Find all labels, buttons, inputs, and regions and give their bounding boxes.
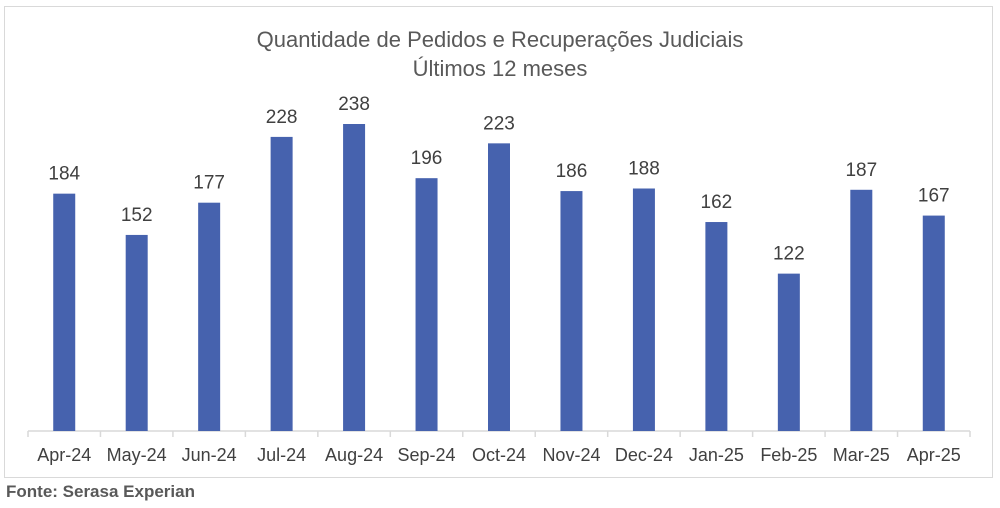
x-tick-label: Sep-24 (398, 445, 456, 465)
x-tick-label: May-24 (107, 445, 167, 465)
data-label: 188 (628, 158, 660, 179)
bar (922, 215, 945, 431)
bar (488, 143, 510, 431)
data-label: 223 (483, 113, 515, 134)
data-label: 162 (701, 192, 733, 213)
data-label: 152 (121, 205, 153, 226)
data-label: 196 (411, 148, 443, 169)
bar (705, 222, 728, 431)
x-tick-label: Mar-25 (833, 445, 890, 465)
x-tick-label: Nov-24 (542, 445, 600, 465)
bar (270, 136, 293, 431)
x-tick-label: Jan-25 (689, 445, 744, 465)
bar (415, 178, 438, 431)
bar (198, 202, 221, 431)
bar (632, 188, 655, 431)
data-label: 167 (918, 186, 950, 207)
bar (850, 189, 873, 431)
data-label: 186 (556, 161, 588, 182)
data-label: 187 (845, 160, 877, 181)
data-label: 228 (266, 107, 298, 128)
x-tick-label: Jul-24 (257, 445, 306, 465)
x-tick-label: Feb-25 (760, 445, 817, 465)
data-label: 238 (338, 94, 370, 115)
chart-title: Quantidade de Pedidos e Recuperações Jud… (257, 27, 744, 52)
x-tick-label: Dec-24 (615, 445, 673, 465)
x-tick-label: Apr-25 (907, 445, 961, 465)
bar (560, 191, 583, 431)
x-tick-label: Apr-24 (37, 445, 91, 465)
bar (125, 234, 148, 431)
source-note: Fonte: Serasa Experian (6, 482, 195, 501)
data-label: 122 (773, 244, 805, 265)
data-label: 177 (193, 173, 225, 194)
bar (53, 193, 76, 431)
chart-subtitle: Últimos 12 meses (413, 56, 588, 81)
chart-frame (4, 6, 993, 478)
bar (777, 273, 800, 431)
x-tick-label: Oct-24 (472, 445, 526, 465)
x-tick-label: Jun-24 (182, 445, 237, 465)
x-tick-label: Aug-24 (325, 445, 383, 465)
bar (343, 124, 366, 431)
data-label: 184 (48, 164, 80, 185)
